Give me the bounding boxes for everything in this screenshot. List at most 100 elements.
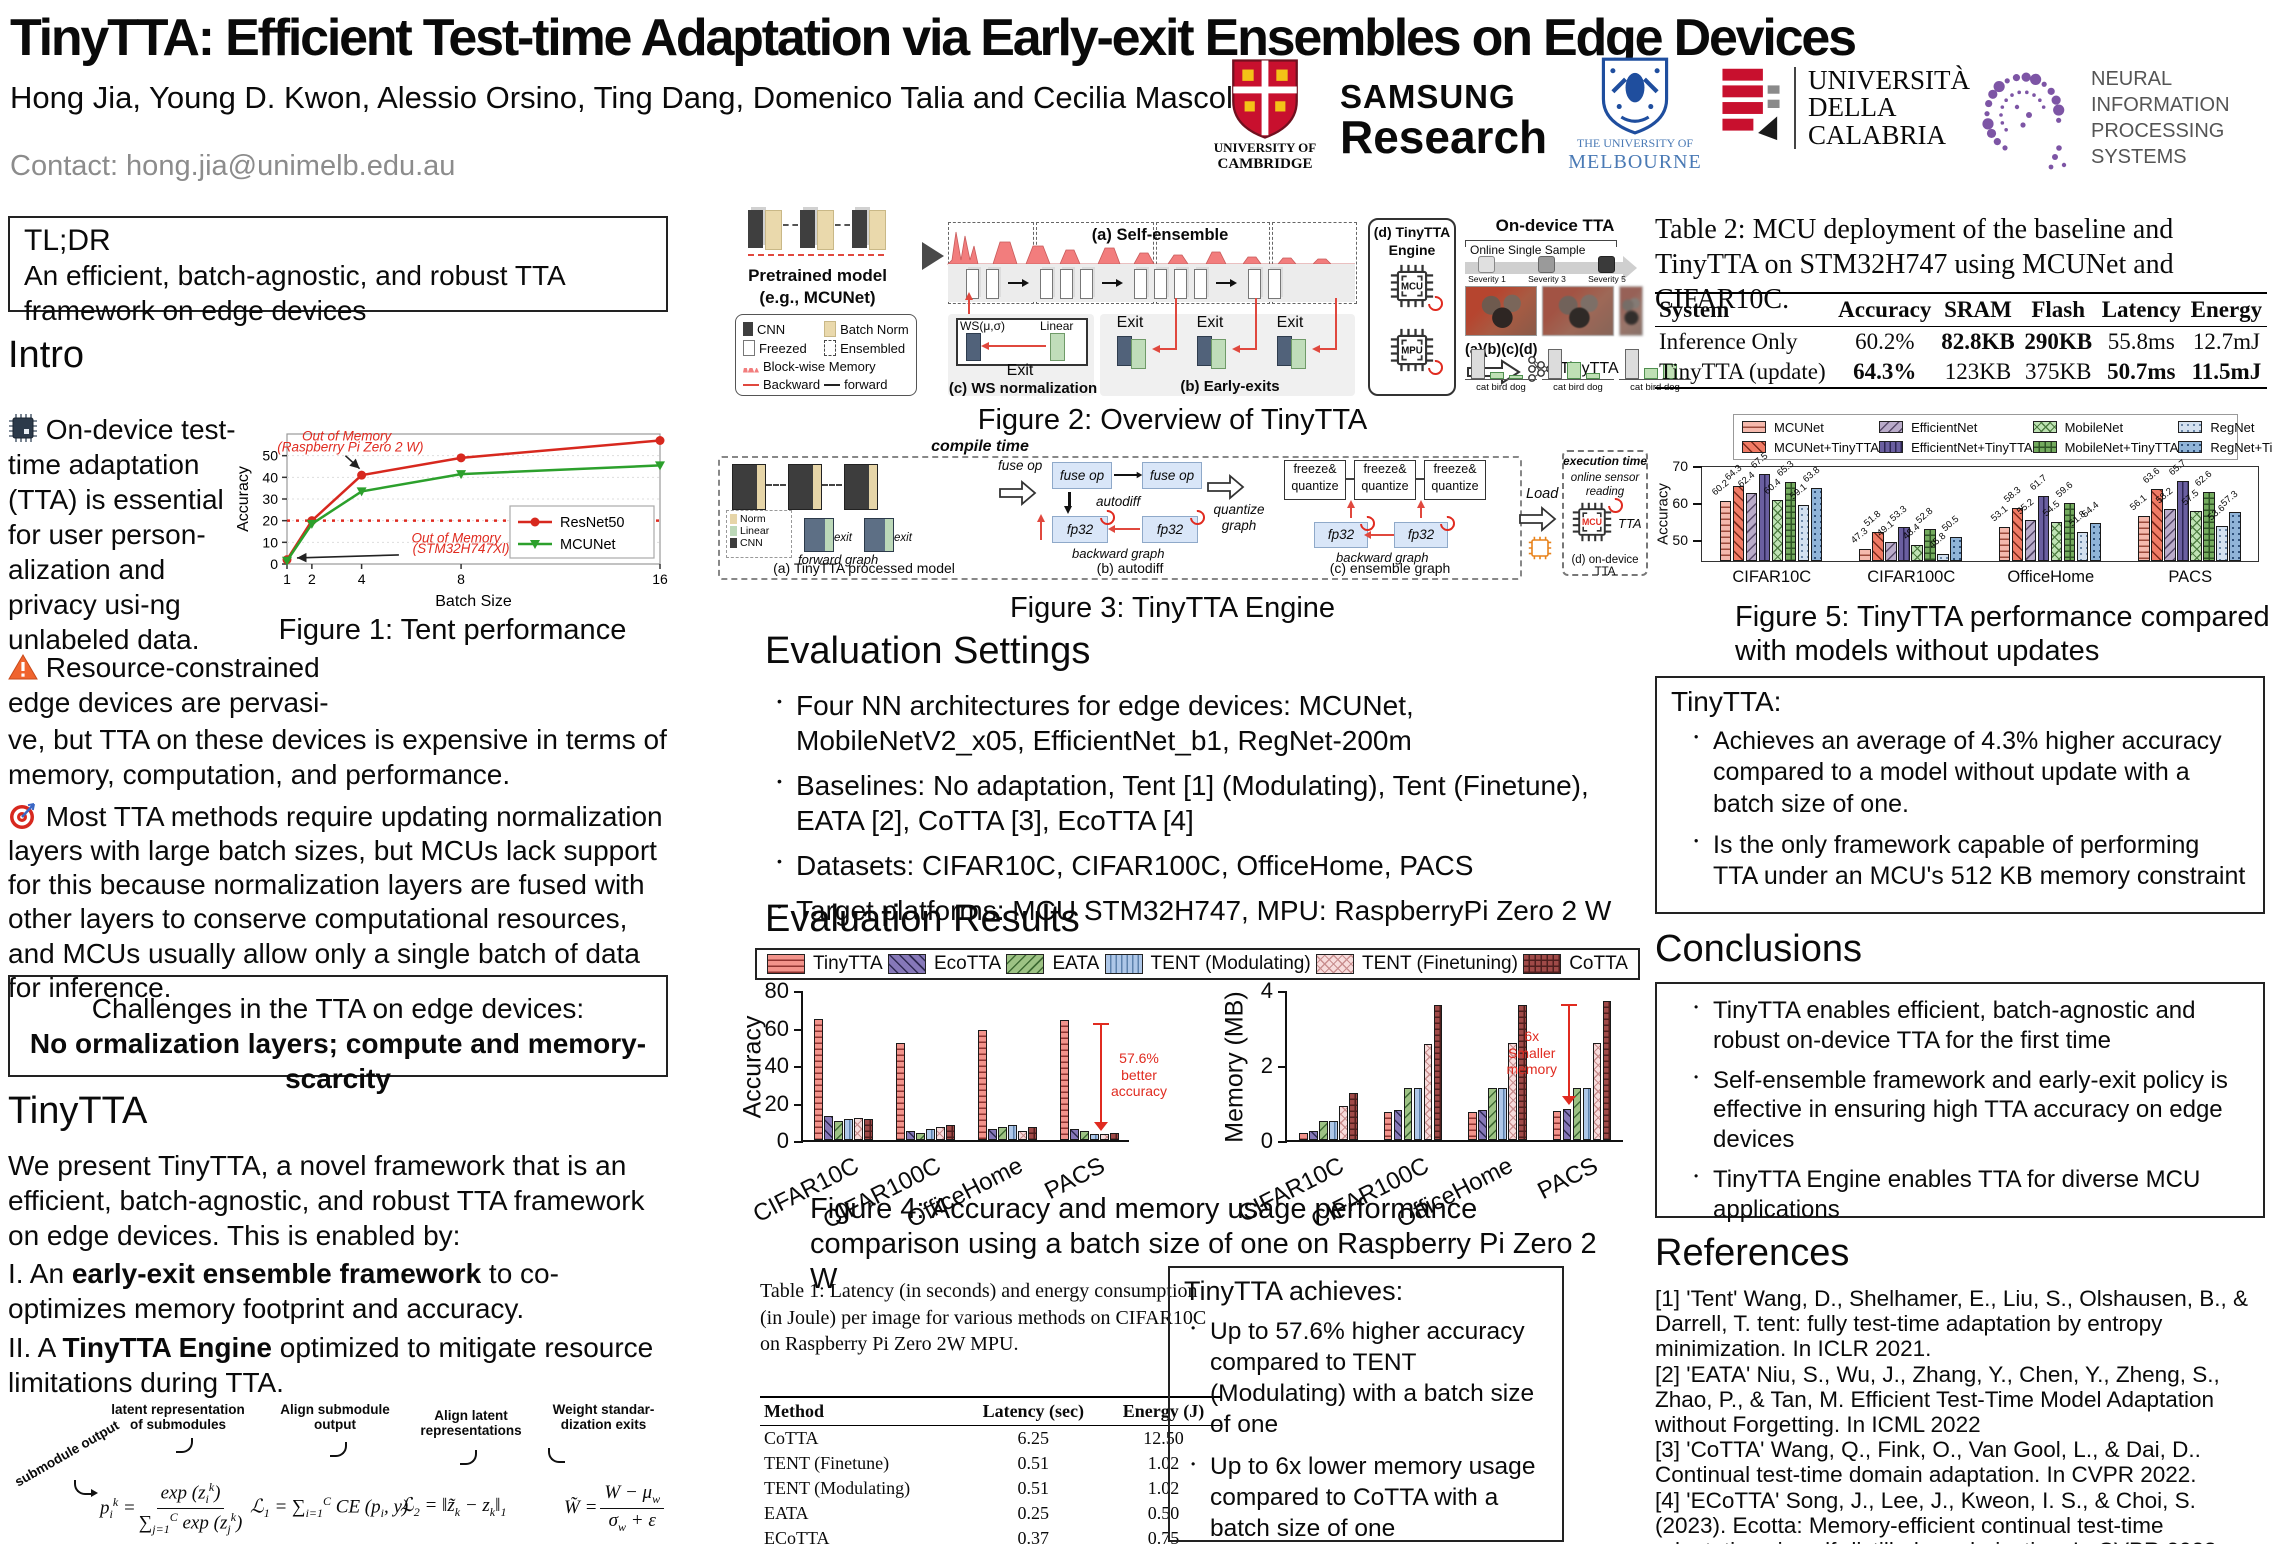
bar-value-label: 56.1 — [2128, 493, 2150, 514]
bar-TENT (Modulating) — [1008, 1125, 1017, 1140]
table2-table: System Accuracy SRAM Flash Latency Energy Infe… — [1655, 292, 2267, 389]
table-row: TENT (Modulating) 0.51 1.02 — [760, 1476, 1222, 1501]
legend-swatch — [887, 954, 926, 974]
table-cell: 0.25 — [1017, 1503, 1050, 1523]
bar-TinyTTA — [1468, 1111, 1477, 1140]
bar-value-label: 59.6 — [2053, 480, 2075, 501]
formula-label-align-submodule-2: output — [314, 1417, 356, 1433]
freeze-quantize-box: freeze& quantize — [1424, 460, 1486, 500]
bar-EcoTTA — [988, 1128, 997, 1140]
table-row: TENT (Finetune) 0.51 1.02 — [760, 1451, 1222, 1476]
bar-MobileNet — [2050, 522, 2063, 561]
decor-red-line — [1175, 298, 1178, 350]
annotation-arrowhead — [1562, 1096, 1576, 1106]
samsung-research-text: Research — [1340, 111, 1548, 163]
cat-image-severity5 — [1619, 286, 1643, 336]
contribution-2-post: optimized to mitigate resource limitatio… — [8, 1332, 654, 1398]
svg-text:MPU: MPU — [1401, 346, 1423, 357]
freeze-label-2: quantize — [1431, 478, 1479, 493]
bar-EcoTTA — [906, 1130, 915, 1140]
neurips-text-2: PROCESSING SYSTEMS — [2091, 119, 2225, 168]
annotation-cap — [1093, 1022, 1109, 1026]
target-paragraph-text: Most TTA methods require updating normal… — [8, 801, 663, 1003]
authors: Hong Jia, Young D. Kwon, Alessio Orsino,… — [10, 80, 1251, 115]
svg-text:ResNet50: ResNet50 — [560, 515, 624, 531]
decor-red-arrowhead — [1364, 531, 1371, 539]
fp32-box: fp32 — [1314, 522, 1368, 548]
decor-dashed-connector — [822, 484, 842, 486]
y-tick-label: 60 — [764, 1015, 789, 1041]
column-header: Latency — [2096, 292, 2186, 327]
exit-label-3: Exit — [1276, 314, 1304, 331]
table-cell: 0.51 — [1017, 1478, 1050, 1498]
bar-TinyTTA — [814, 1019, 823, 1140]
column-header: Flash — [2019, 292, 2097, 327]
settings-bullet-platforms: Target platforms: MCU STM32H747, MPU: Ra… — [770, 893, 1642, 928]
bar-RegNet — [1937, 554, 1949, 561]
svg-text:10: 10 — [262, 534, 278, 550]
svg-text:16: 16 — [652, 571, 668, 587]
legend-swatch — [1742, 421, 1766, 433]
mcu-chip-fig3: MCU — [1572, 502, 1612, 547]
figure5-legend: MCUNet MCUNet+TinyTTA EfficientNet Efficien… — [1733, 414, 2273, 460]
legend-ensembled: Ensembled — [824, 340, 909, 356]
bar-TENT (Finetuning) — [1592, 1042, 1602, 1140]
neurips-logo: NEURAL INFORMATION PROCESSING SYSTEMS — [1965, 55, 2270, 180]
early-exits-label: (b) Early-exits — [1180, 378, 1280, 395]
ensemble-group-box — [1156, 222, 1270, 304]
bar-EATA — [1403, 1087, 1413, 1140]
achieves-box: TinyTTA achieves: Up to 57.6% higher acc… — [1168, 1266, 1564, 1542]
legend-label: EfficientNet+TinyTTA — [1911, 439, 2033, 455]
legend-swatch — [1006, 954, 1045, 974]
figure2-diagram: Pretrained model (e.g., MCUNet) CNN Batc… — [700, 146, 1691, 400]
fig4a-plot: 0 20 40 60 80 CIFAR10C CIFAR100C OfficeHome PACS… — [749, 978, 1167, 1234]
bar-MCUNet — [1719, 501, 1732, 561]
bar-value-label: 61.7 — [2027, 472, 2049, 493]
legend-swatch — [2178, 421, 2203, 433]
prediction-bar — [1509, 375, 1523, 379]
column-header: Latency (sec) — [961, 1396, 1105, 1426]
orange-chip-icon — [1528, 536, 1552, 560]
bar-EATA — [1488, 1087, 1497, 1140]
sensor-reading-label: online sensor reading — [1570, 472, 1640, 498]
bar-MobileNet+TinyTTA — [2063, 503, 2076, 561]
backward-swatch — [743, 383, 759, 386]
x-category-label: CIFAR10C — [1732, 568, 1812, 586]
bar-TENT (Modulating) — [1329, 1121, 1338, 1140]
bar-RegNet+TinyTTA — [2229, 511, 2241, 561]
y-tick-label: 50 — [1672, 532, 1688, 549]
cnn-swatch — [730, 538, 737, 548]
formula-softmax-den: ∑j=1C exp (zjk) — [138, 1510, 243, 1537]
decor-red-line — [1335, 298, 1338, 350]
legend-label: CoTTA — [1569, 953, 1628, 974]
svg-text:0: 0 — [270, 556, 278, 572]
bar-TinyTTA — [978, 1030, 987, 1140]
f2-mpu-svg: MPU — [1390, 328, 1434, 372]
bar-RegNet — [2076, 532, 2089, 561]
legend-swatch — [1523, 954, 1562, 974]
fp32-box: fp32 — [1052, 516, 1108, 543]
table-cell: 50.7ms — [2096, 357, 2186, 389]
bar-value-label: 58.3 — [2001, 484, 2023, 506]
bar-value-label: 52.8 — [1914, 505, 1936, 526]
eval-results-heading: Evaluation Results — [765, 898, 1080, 940]
fuse-op-side-label: fuse op — [998, 458, 1043, 473]
quantize-graph-label: quantize graph — [1213, 502, 1265, 533]
f2-mcu-svg: MCU — [1390, 264, 1434, 308]
bar-TinyTTA — [896, 1042, 905, 1140]
formula-label-align-submodule: Align submodule output — [270, 1402, 400, 1432]
legend-item-RegNet+TinyTTA: RegNet+TinyTTA — [2178, 440, 2273, 455]
severity-label-3: Severity 5 — [1588, 274, 1626, 284]
bar-RegNet+TinyTTA — [1810, 487, 1823, 561]
calabria-text-3: CALABRIA — [1808, 119, 1947, 150]
bar-MCUNet — [1998, 527, 2011, 561]
formula-label-latent-1: latent representation — [111, 1402, 245, 1417]
x-category-label: CIFAR100C — [1867, 568, 1956, 586]
table-row: TinyTTA (update) 64.3% 123KB 375KB 50.7ms 11.… — [1655, 357, 2267, 389]
bar-CoTTA — [1602, 1001, 1612, 1140]
cnn-norm-block — [788, 464, 822, 510]
formula-weight-std-num: W − μw — [600, 1482, 665, 1509]
neurips-text: NEURAL INFORMATION PROCESSING SYSTEMS — [2091, 66, 2270, 170]
prediction-bar — [1586, 373, 1600, 379]
